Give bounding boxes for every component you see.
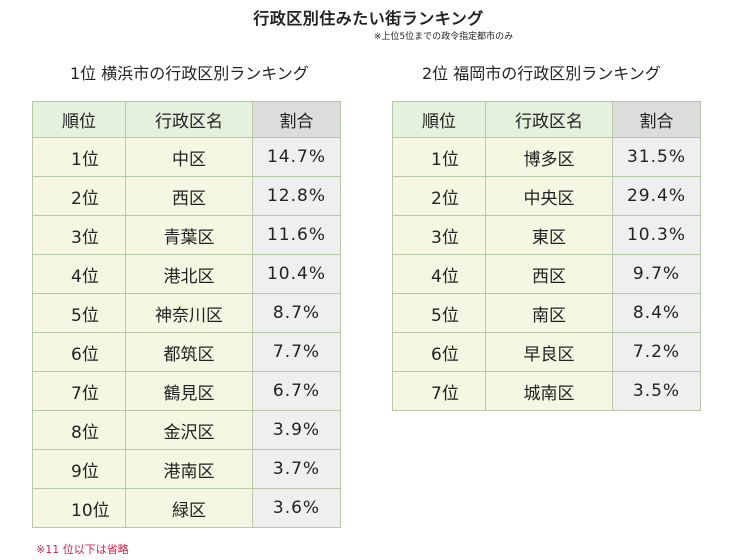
ward-cell: 緑区 <box>125 488 253 528</box>
table-row: 3位 青葉区 11.6% <box>32 215 341 255</box>
rank-cell: 5位 <box>32 293 126 333</box>
rank-cell: 3位 <box>392 215 486 255</box>
fukuoka-ranking-table: 順位 行政区名 割合 1位 博多区 31.5% 2位 中央区 29.4% 3位 東区 10.3%… <box>392 101 701 411</box>
share-cell: 10.3% <box>612 215 701 255</box>
ward-cell: 神奈川区 <box>125 293 253 333</box>
share-cell: 3.7% <box>252 449 341 489</box>
rank-cell: 5位 <box>392 293 486 333</box>
rank-cell: 2位 <box>32 176 126 216</box>
ward-cell: 都筑区 <box>125 332 253 372</box>
share-cell: 7.2% <box>612 332 701 372</box>
ward-cell: 青葉区 <box>125 215 253 255</box>
ward-cell: 城南区 <box>485 371 613 411</box>
header-rank: 順位 <box>392 101 486 138</box>
ward-cell: 西区 <box>125 176 253 216</box>
rank-cell: 4位 <box>392 254 486 294</box>
table-row: 7位 鶴見区 6.7% <box>32 371 341 411</box>
yokohama-ranking-table: 順位 行政区名 割合 1位 中区 14.7% 2位 西区 12.8% 3位 青葉区 11.6% 4… <box>32 101 341 528</box>
footnote: ※11 位以下は省略 <box>36 543 129 556</box>
yokohama-table-body: 1位 中区 14.7% 2位 西区 12.8% 3位 青葉区 11.6% 4位 港北区 10.4% 5位… <box>32 137 341 528</box>
ward-cell: 鶴見区 <box>125 371 253 411</box>
rank-cell: 1位 <box>392 137 486 177</box>
rank-cell: 7位 <box>392 371 486 411</box>
page-subtitle: ※上位5位までの政令指定都市のみ <box>373 32 514 42</box>
table-row: 6位 早良区 7.2% <box>392 332 701 372</box>
ward-cell: 港南区 <box>125 449 253 489</box>
ward-cell: 金沢区 <box>125 410 253 450</box>
yokohama-heading: 1位 横浜市の行政区別ランキング <box>70 64 309 83</box>
share-cell: 29.4% <box>612 176 701 216</box>
table-row: 4位 港北区 10.4% <box>32 254 341 294</box>
table-header-row: 順位 行政区名 割合 <box>32 101 341 138</box>
rank-cell: 2位 <box>392 176 486 216</box>
rank-cell: 6位 <box>32 332 126 372</box>
header-ward: 行政区名 <box>485 101 613 138</box>
ward-cell: 中区 <box>125 137 253 177</box>
share-cell: 14.7% <box>252 137 341 177</box>
table-row: 2位 西区 12.8% <box>32 176 341 216</box>
share-cell: 8.7% <box>252 293 341 333</box>
header-share: 割合 <box>252 101 341 138</box>
header-ward: 行政区名 <box>125 101 253 138</box>
share-cell: 9.7% <box>612 254 701 294</box>
table-row: 6位 都筑区 7.7% <box>32 332 341 372</box>
share-cell: 3.6% <box>252 488 341 528</box>
share-cell: 3.9% <box>252 410 341 450</box>
ward-cell: 東区 <box>485 215 613 255</box>
rank-cell: 9位 <box>32 449 126 489</box>
rank-cell: 4位 <box>32 254 126 294</box>
table-row: 1位 中区 14.7% <box>32 137 341 177</box>
ward-cell: 博多区 <box>485 137 613 177</box>
table-header-row: 順位 行政区名 割合 <box>392 101 701 138</box>
fukuoka-heading: 2位 福岡市の行政区別ランキング <box>422 64 661 83</box>
share-cell: 8.4% <box>612 293 701 333</box>
fukuoka-table-body: 1位 博多区 31.5% 2位 中央区 29.4% 3位 東区 10.3% 4位 西区 9.7% 5位南… <box>392 137 701 411</box>
share-cell: 31.5% <box>612 137 701 177</box>
table-row: 9位 港南区 3.7% <box>32 449 341 489</box>
share-cell: 11.6% <box>252 215 341 255</box>
rank-cell: 10位 <box>32 488 126 528</box>
table-row: 5位 神奈川区 8.7% <box>32 293 341 333</box>
ward-cell: 中央区 <box>485 176 613 216</box>
table-row: 1位 博多区 31.5% <box>392 137 701 177</box>
ward-cell: 南区 <box>485 293 613 333</box>
rank-cell: 8位 <box>32 410 126 450</box>
header-share: 割合 <box>612 101 701 138</box>
share-cell: 6.7% <box>252 371 341 411</box>
share-cell: 7.7% <box>252 332 341 372</box>
ward-cell: 港北区 <box>125 254 253 294</box>
rank-cell: 6位 <box>392 332 486 372</box>
table-row: 3位 東区 10.3% <box>392 215 701 255</box>
ward-cell: 西区 <box>485 254 613 294</box>
rank-cell: 3位 <box>32 215 126 255</box>
rank-cell: 1位 <box>32 137 126 177</box>
ward-cell: 早良区 <box>485 332 613 372</box>
header-rank: 順位 <box>32 101 126 138</box>
table-row: 10位 緑区 3.6% <box>32 488 341 528</box>
share-cell: 10.4% <box>252 254 341 294</box>
table-row: 5位 南区 8.4% <box>392 293 701 333</box>
share-cell: 12.8% <box>252 176 341 216</box>
share-cell: 3.5% <box>612 371 701 411</box>
table-row: 2位 中央区 29.4% <box>392 176 701 216</box>
table-row: 7位 城南区 3.5% <box>392 371 701 411</box>
table-row: 4位 西区 9.7% <box>392 254 701 294</box>
page-title: 行政区別住みたい街ランキング <box>253 9 484 28</box>
rank-cell: 7位 <box>32 371 126 411</box>
table-row: 8位 金沢区 3.9% <box>32 410 341 450</box>
